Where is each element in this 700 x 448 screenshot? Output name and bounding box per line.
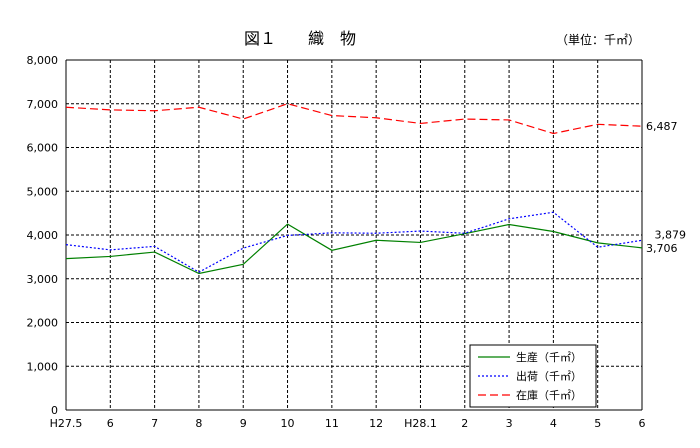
y-tick-label: 2,000 — [27, 317, 59, 330]
series-line-2 — [65, 211, 643, 273]
y-tick-label: 5,000 — [27, 185, 59, 198]
end-value-label: 3,879 — [655, 228, 687, 241]
y-tick-label: 0 — [51, 404, 58, 417]
x-tick-label: 3 — [506, 417, 513, 430]
x-tick-label: 2 — [461, 417, 468, 430]
y-tick-label: 3,000 — [27, 273, 59, 286]
unit-label: （単位：千㎡） — [556, 32, 640, 47]
y-tick-label: 4,000 — [27, 229, 59, 242]
x-tick-label: H28.1 — [404, 417, 437, 430]
legend-label: 出荷（千㎡） — [516, 369, 582, 383]
x-axis: H27.5 6 7 8 9 10 11 12 H28.1 2 3 4 5 6 — [50, 417, 646, 430]
y-tick-label: 6,000 — [27, 142, 59, 155]
x-tick-label: 6 — [639, 417, 646, 430]
legend-label: 在庫（千㎡） — [516, 388, 582, 402]
series-line-1 — [65, 223, 643, 275]
x-tick-label: H27.5 — [50, 417, 83, 430]
x-tick-label: 7 — [151, 417, 158, 430]
x-tick-label: 9 — [240, 417, 247, 430]
legend-label: 生産（千㎡） — [516, 350, 582, 364]
x-tick-label: 8 — [195, 417, 202, 430]
y-tick-label: 1,000 — [27, 360, 59, 373]
y-tick-label: 8,000 — [27, 54, 59, 67]
x-tick-label: 12 — [369, 417, 383, 430]
x-tick-label: 10 — [281, 417, 295, 430]
y-axis: 0 1,000 2,000 3,000 4,000 5,000 6,000 7,000 8,00… — [27, 54, 59, 417]
x-tick-label: 11 — [325, 417, 339, 430]
end-value-label: 3,706 — [646, 242, 678, 255]
x-tick-label: 4 — [550, 417, 557, 430]
legend: 生産（千㎡） 出荷（千㎡） 在庫（千㎡） — [469, 344, 597, 408]
x-tick-label: 6 — [107, 417, 114, 430]
chart-title: 図１ 織 物 — [244, 29, 356, 48]
x-tick-label: 5 — [594, 417, 601, 430]
end-value-label: 6,487 — [646, 120, 678, 133]
y-tick-label: 7,000 — [27, 98, 59, 111]
series-line-3 — [65, 103, 643, 135]
series-lines — [65, 103, 643, 275]
